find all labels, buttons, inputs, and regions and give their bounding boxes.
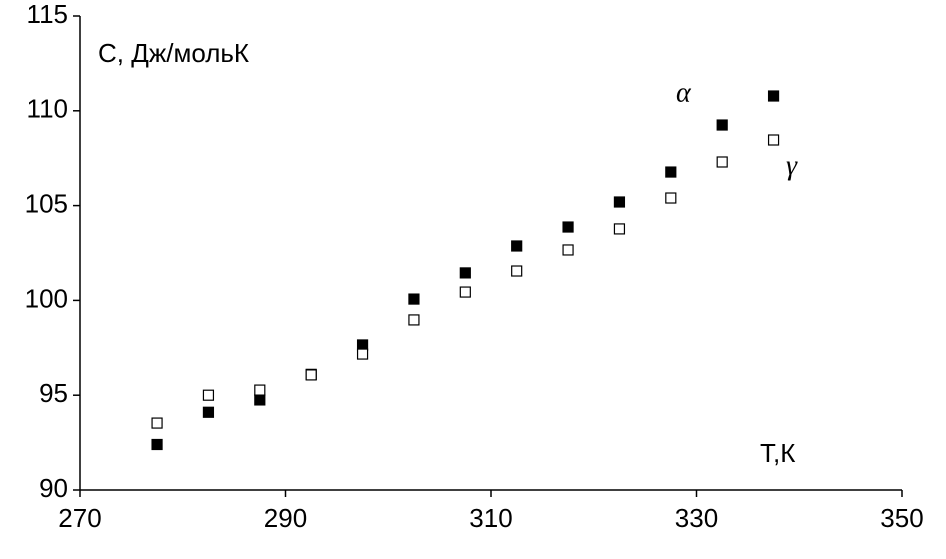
data-point <box>716 156 728 168</box>
series-label: α <box>676 77 692 108</box>
x-tick-label: 310 <box>469 503 512 533</box>
data-point <box>356 339 369 351</box>
y-tick-label: 110 <box>27 94 68 124</box>
x-axis-label: Т,К <box>760 438 795 468</box>
data-point <box>511 265 523 277</box>
x-tick-label: 290 <box>264 503 307 533</box>
data-point <box>408 314 420 326</box>
data-point <box>562 221 574 233</box>
data-point <box>767 90 780 102</box>
data-point <box>151 417 163 429</box>
data-point <box>716 119 728 131</box>
data-point <box>665 166 677 178</box>
data-point <box>408 293 420 305</box>
y-tick-label: 100 <box>25 283 68 313</box>
x-tick-label: 330 <box>675 503 718 533</box>
data-point <box>767 134 780 146</box>
data-point <box>254 384 266 396</box>
data-point <box>511 240 523 252</box>
data-point <box>613 223 626 235</box>
y-tick-label: 105 <box>25 188 68 218</box>
data-point <box>562 244 574 256</box>
data-point <box>665 192 677 204</box>
data-point <box>356 348 369 360</box>
y-tick-label: 90 <box>39 473 68 503</box>
series-label: γ <box>786 150 798 181</box>
data-point <box>459 286 471 298</box>
x-tick-label: 270 <box>58 503 101 533</box>
data-point <box>613 196 626 208</box>
data-point <box>202 389 215 401</box>
data-point <box>459 267 471 279</box>
y-axis-label: С, Дж/мольК <box>98 38 249 68</box>
x-tick-label: 350 <box>880 503 923 533</box>
data-point <box>254 394 266 406</box>
data-point <box>151 438 163 451</box>
y-tick-label: 115 <box>27 0 68 29</box>
data-point <box>305 369 317 381</box>
y-tick-label: 95 <box>39 378 68 408</box>
data-point <box>202 406 215 418</box>
